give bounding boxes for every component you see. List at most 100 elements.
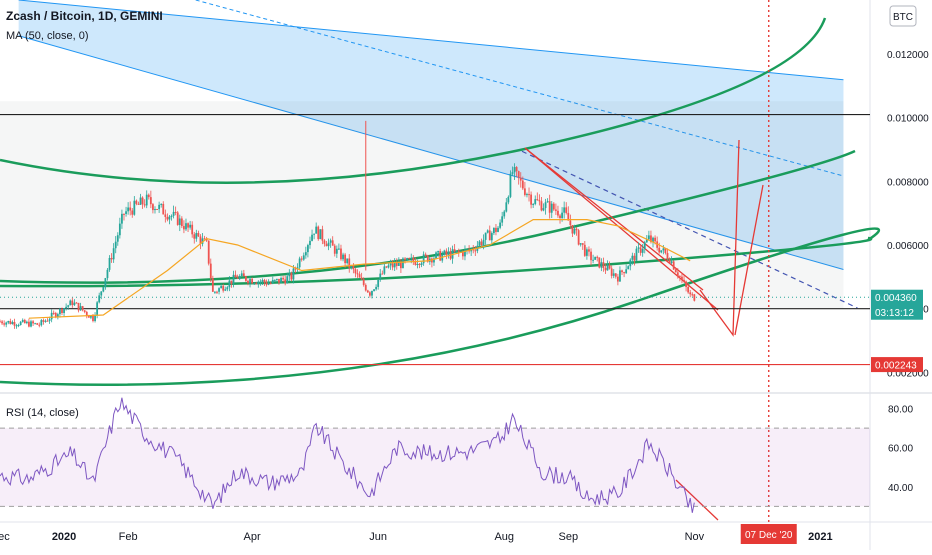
candle-body bbox=[590, 251, 592, 261]
candle-body bbox=[660, 250, 663, 253]
candle-body bbox=[7, 320, 10, 323]
candle-body bbox=[592, 259, 594, 261]
candle-body bbox=[402, 258, 404, 269]
candle-body bbox=[612, 273, 615, 276]
candle-body bbox=[187, 223, 189, 228]
candle-body bbox=[614, 273, 617, 277]
candle-body bbox=[366, 290, 369, 293]
candle-body bbox=[412, 257, 415, 262]
time-tick-label: Feb bbox=[119, 531, 138, 543]
candle-body bbox=[9, 320, 12, 325]
currency-button-label: BTC bbox=[893, 12, 913, 23]
candle-body bbox=[647, 235, 650, 240]
candle-body bbox=[296, 267, 299, 270]
currency-button[interactable]: BTC bbox=[889, 5, 917, 27]
candle-body bbox=[575, 228, 578, 231]
time-tick-label: Aug bbox=[494, 531, 514, 543]
candle-body bbox=[216, 291, 218, 293]
candle-body bbox=[102, 287, 105, 292]
rsi-line bbox=[0, 397, 695, 513]
candle-body bbox=[98, 295, 101, 303]
candle-body bbox=[691, 294, 694, 296]
candle-body bbox=[528, 194, 530, 196]
candle-body bbox=[284, 279, 287, 284]
candle-body bbox=[247, 280, 249, 284]
time-tick-label: Sep bbox=[559, 531, 579, 543]
candle-body bbox=[100, 291, 103, 296]
candle-body bbox=[350, 265, 353, 268]
candle-body bbox=[439, 251, 442, 261]
candle-body bbox=[342, 254, 344, 260]
candle-body bbox=[129, 207, 132, 211]
candle-body bbox=[552, 203, 555, 210]
candle-body bbox=[563, 207, 566, 213]
candle-body bbox=[0, 321, 1, 323]
candle-body bbox=[313, 233, 316, 235]
candle-body bbox=[435, 252, 437, 259]
candle-body bbox=[85, 311, 88, 316]
candle-body bbox=[625, 269, 628, 274]
candle-body bbox=[627, 266, 630, 270]
candle-body bbox=[123, 213, 125, 215]
candle-body bbox=[354, 269, 357, 274]
horizontal-lines-layer[interactable] bbox=[0, 0, 870, 522]
axes-layer: 0.0120000.0100000.0080000.0060000.004000… bbox=[0, 50, 929, 544]
candle-body bbox=[466, 249, 468, 251]
ma-50-line bbox=[28, 219, 691, 319]
price-tick-label: 0.002000 bbox=[887, 368, 929, 379]
candle-body bbox=[652, 237, 654, 242]
candle-body bbox=[176, 212, 179, 225]
candle-body bbox=[550, 203, 553, 213]
candle-body bbox=[307, 245, 309, 253]
candles-layer bbox=[0, 120, 696, 329]
candle-body bbox=[650, 235, 652, 242]
candle-body bbox=[515, 167, 518, 172]
candle-body bbox=[557, 210, 559, 216]
candle-body bbox=[251, 278, 254, 284]
candle-body bbox=[523, 188, 526, 195]
candle-body bbox=[474, 250, 477, 252]
candle-body bbox=[358, 274, 361, 278]
candle-body bbox=[501, 216, 504, 223]
price-axis-label: 0.002243 bbox=[875, 361, 917, 372]
candle-body bbox=[542, 208, 545, 211]
rsi-tick-label: 60.00 bbox=[888, 444, 913, 455]
candle-body bbox=[505, 202, 508, 212]
candle-body bbox=[526, 194, 528, 196]
candle-body bbox=[418, 264, 421, 266]
candle-body bbox=[658, 247, 661, 253]
candle-body bbox=[19, 321, 22, 326]
candle-body bbox=[71, 300, 74, 306]
candle-body bbox=[606, 265, 609, 271]
candle-body bbox=[583, 244, 586, 256]
candle-body bbox=[5, 322, 8, 325]
candle-body bbox=[340, 248, 342, 260]
candle-body bbox=[331, 240, 334, 246]
candle-body bbox=[540, 201, 543, 211]
candle-body bbox=[561, 212, 563, 218]
candle-body bbox=[623, 272, 625, 274]
candle-body bbox=[245, 276, 247, 281]
candle-body bbox=[203, 238, 206, 240]
candle-body bbox=[486, 230, 489, 233]
candle-body bbox=[164, 214, 167, 217]
candle-body bbox=[87, 315, 90, 318]
candle-body bbox=[230, 280, 233, 284]
time-tick-label: 2021 bbox=[808, 531, 832, 543]
candle-body bbox=[480, 241, 483, 246]
candle-body bbox=[131, 210, 134, 215]
candle-body bbox=[257, 281, 260, 285]
candle-body bbox=[530, 194, 532, 205]
candle-body bbox=[420, 263, 423, 265]
candle-body bbox=[461, 251, 464, 257]
candle-body bbox=[666, 252, 669, 260]
candle-body bbox=[211, 278, 214, 292]
candle-body bbox=[377, 279, 380, 287]
candle-body bbox=[292, 268, 295, 280]
candle-body bbox=[654, 237, 656, 242]
candle-body bbox=[645, 239, 648, 243]
candle-body bbox=[674, 269, 677, 273]
candle-body bbox=[224, 289, 227, 291]
